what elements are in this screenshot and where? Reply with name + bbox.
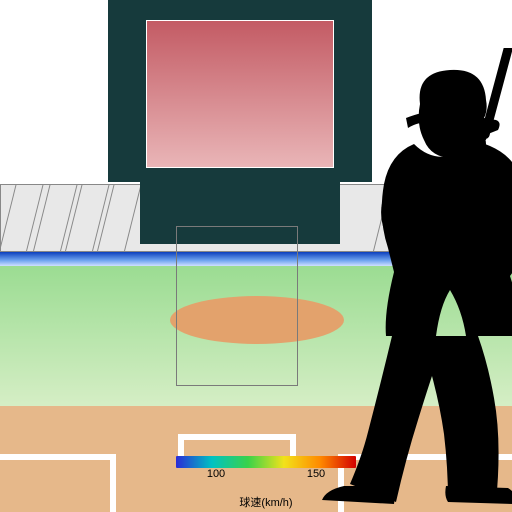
tick-label-100: 100: [207, 468, 225, 480]
batter-silhouette: [296, 48, 512, 504]
plate-line: [178, 434, 296, 440]
strike-zone: [176, 226, 298, 386]
pitch-location-diagram: 100 150 球速(km/h): [0, 0, 512, 512]
box-line: [0, 454, 116, 460]
box-line: [110, 454, 116, 512]
plate-line: [178, 434, 184, 456]
